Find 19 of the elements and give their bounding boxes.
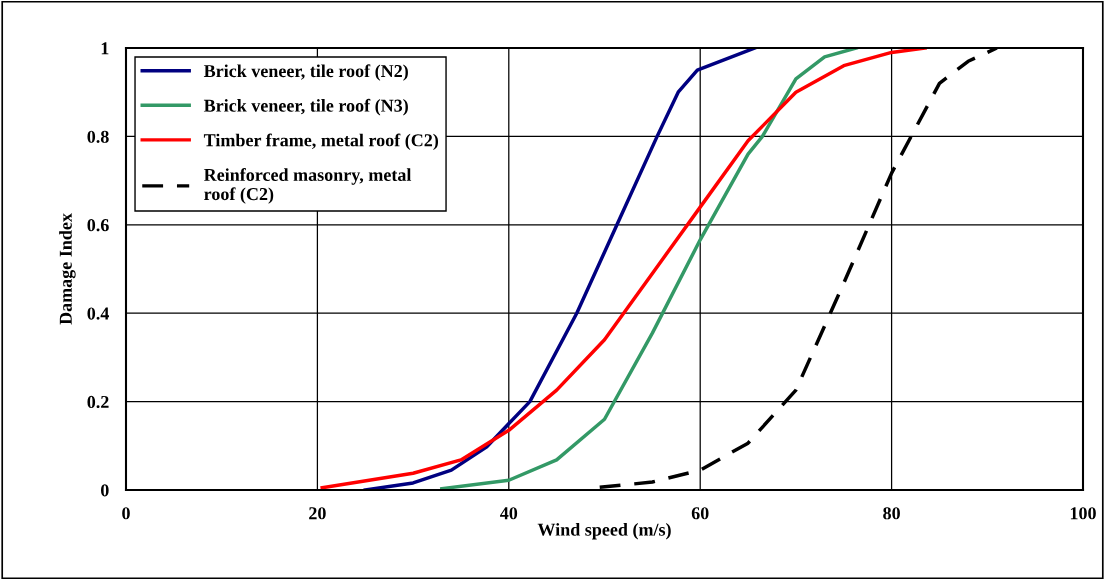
x-tick-label: 60 [691,507,709,520]
x-tick-label: 80 [883,507,900,520]
y-axis-title: Damage Index [59,213,76,325]
y-tick-label: 1 [101,42,109,55]
line-series [440,48,858,490]
x-tick-label: 20 [309,507,326,520]
x-tick-label: 40 [500,507,518,520]
x-tick-label: 0 [122,507,130,520]
legend-label: Brick veneer, tile roof (N2) [203,64,408,81]
y-tick-label: 0.6 [87,219,109,232]
y-tick-label: 0 [100,484,109,497]
x-axis-title: Wind speed (m/s) [537,523,671,540]
legend-label: Reinforced masonry, metal roof (C2) [203,168,412,204]
y-tick-label: 0.4 [87,307,109,320]
legend-label: Timber frame, metal roof (C2) [203,133,439,151]
x-tick-label: 100 [1070,507,1096,520]
y-tick-label: 0.2 [87,395,109,409]
y-tick-label: 0.8 [87,130,109,143]
legend-label: Brick veneer, tile roof (N3) [203,98,408,116]
